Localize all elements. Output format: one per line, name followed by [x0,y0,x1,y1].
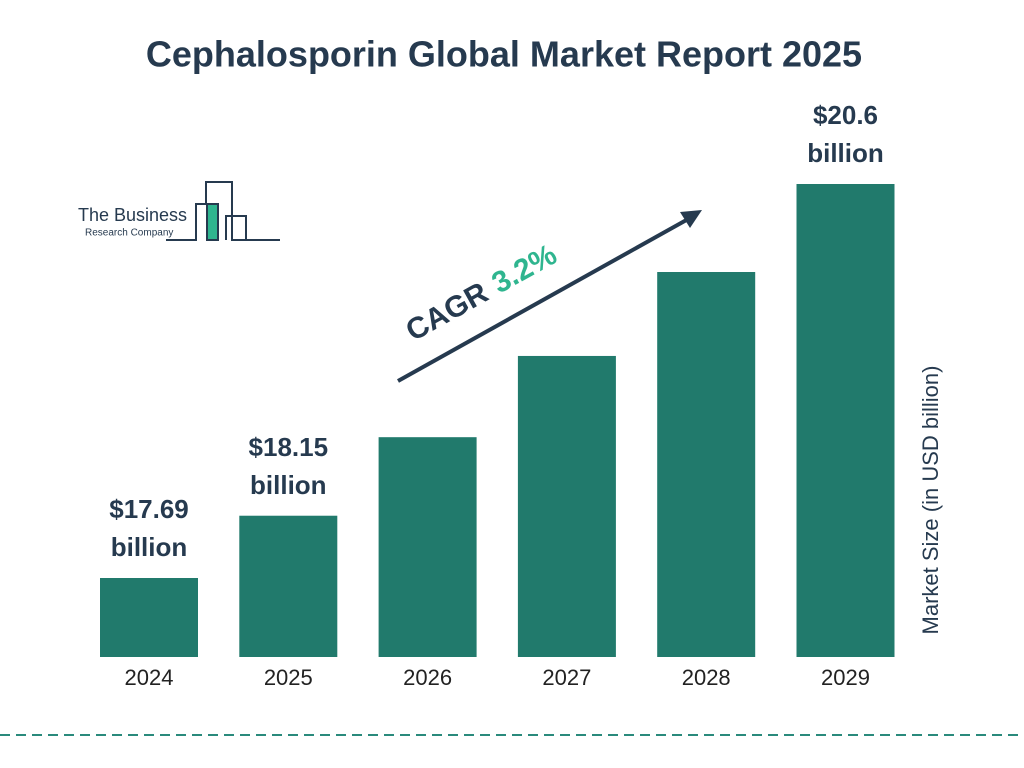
logo-name: The Business [78,205,187,225]
bar [378,437,477,657]
x-tick-label: 2027 [542,665,591,690]
value-label: $18.15 billion [248,431,329,500]
bar [100,578,198,657]
bar [239,515,338,657]
value-label: $20.6 billion [807,100,884,168]
cagr-arrow [397,216,691,383]
x-tick-label: 2028 [682,665,731,690]
x-tick-label: 2024 [125,665,174,690]
logo-outline [166,181,280,241]
x-tick-label: 2025 [264,665,313,690]
x-tick-label: 2029 [821,665,870,690]
logo [166,181,280,241]
bar [657,272,756,657]
value-label: $17.69 billion [109,494,189,562]
bar [796,184,895,657]
logo-bar [206,203,219,241]
y-axis-label: Market Size (in USD billion) [918,366,943,635]
bar [517,355,616,657]
x-tick-label: 2026 [403,665,452,690]
logo-outline [225,215,247,240]
logo-subtitle: Research Company [85,228,173,239]
cagr-arrowhead [680,210,702,228]
cagr: CAGR 3.2% [400,238,562,348]
cagr-value: 3.2% [486,238,562,300]
chart-title: Cephalosporin Global Market Report 2025 [146,34,862,75]
